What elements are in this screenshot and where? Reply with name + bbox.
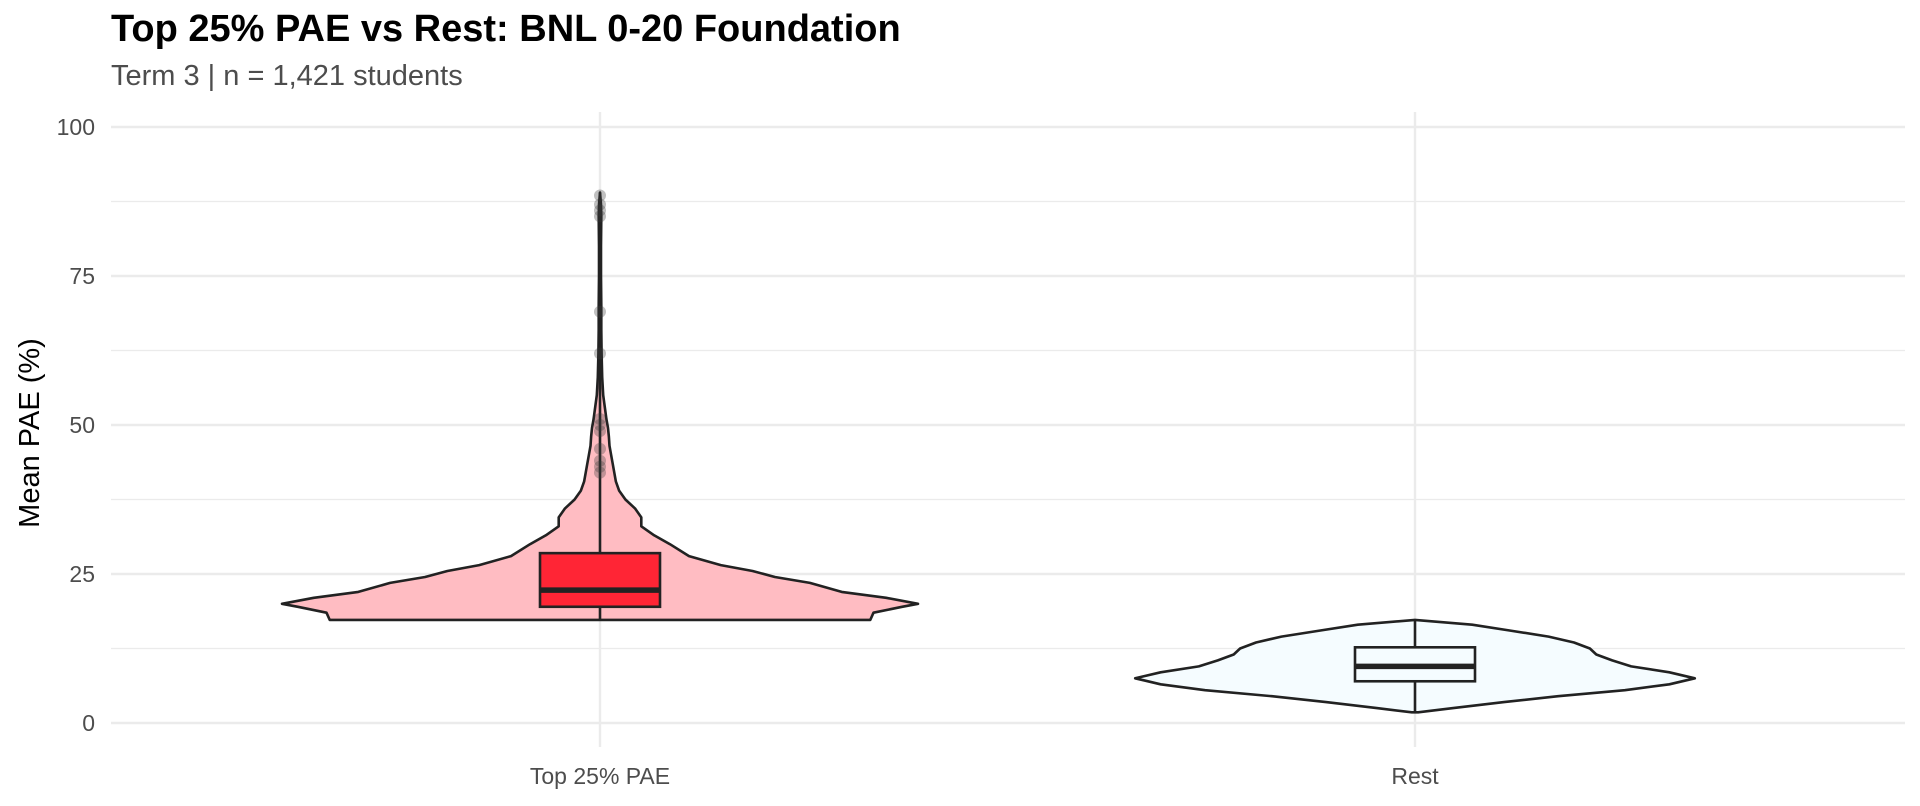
outlier-point (594, 413, 606, 426)
outlier-point (594, 442, 606, 455)
outlier-point (594, 466, 606, 479)
outlier-point (594, 347, 606, 360)
outlier-points (594, 189, 606, 479)
outlier-point (594, 454, 606, 467)
chart-title: Top 25% PAE vs Rest: BNL 0-20 Foundation (111, 8, 901, 50)
outlier-point (594, 305, 606, 318)
outlier-point (594, 419, 606, 431)
y-tick-label: 25 (69, 561, 95, 587)
y-axis-label: Mean PAE (%) (14, 338, 46, 528)
outlier-point (594, 189, 606, 202)
y-tick-label: 0 (82, 710, 95, 736)
y-tick-label: 100 (57, 114, 95, 140)
gridlines (111, 112, 1905, 747)
box-iqr (538, 551, 662, 609)
outlier-point (594, 460, 606, 473)
x-tick-label: Top 25% PAE (530, 763, 670, 789)
outlier-point (594, 210, 606, 223)
violins (280, 191, 1697, 714)
outlier-point (594, 204, 606, 217)
outlier-point (594, 198, 606, 211)
chart-subtitle: Term 3 | n = 1,421 students (111, 60, 463, 92)
boxplots (538, 192, 1477, 713)
y-tick-label: 50 (69, 412, 95, 438)
x-tick-labels: Top 25% PAE Rest (530, 763, 1439, 789)
y-tick-labels: 0 25 50 75 100 (57, 114, 95, 736)
outlier-point (594, 424, 606, 437)
y-tick-label: 75 (69, 263, 95, 289)
x-tick-label: Rest (1391, 763, 1439, 789)
